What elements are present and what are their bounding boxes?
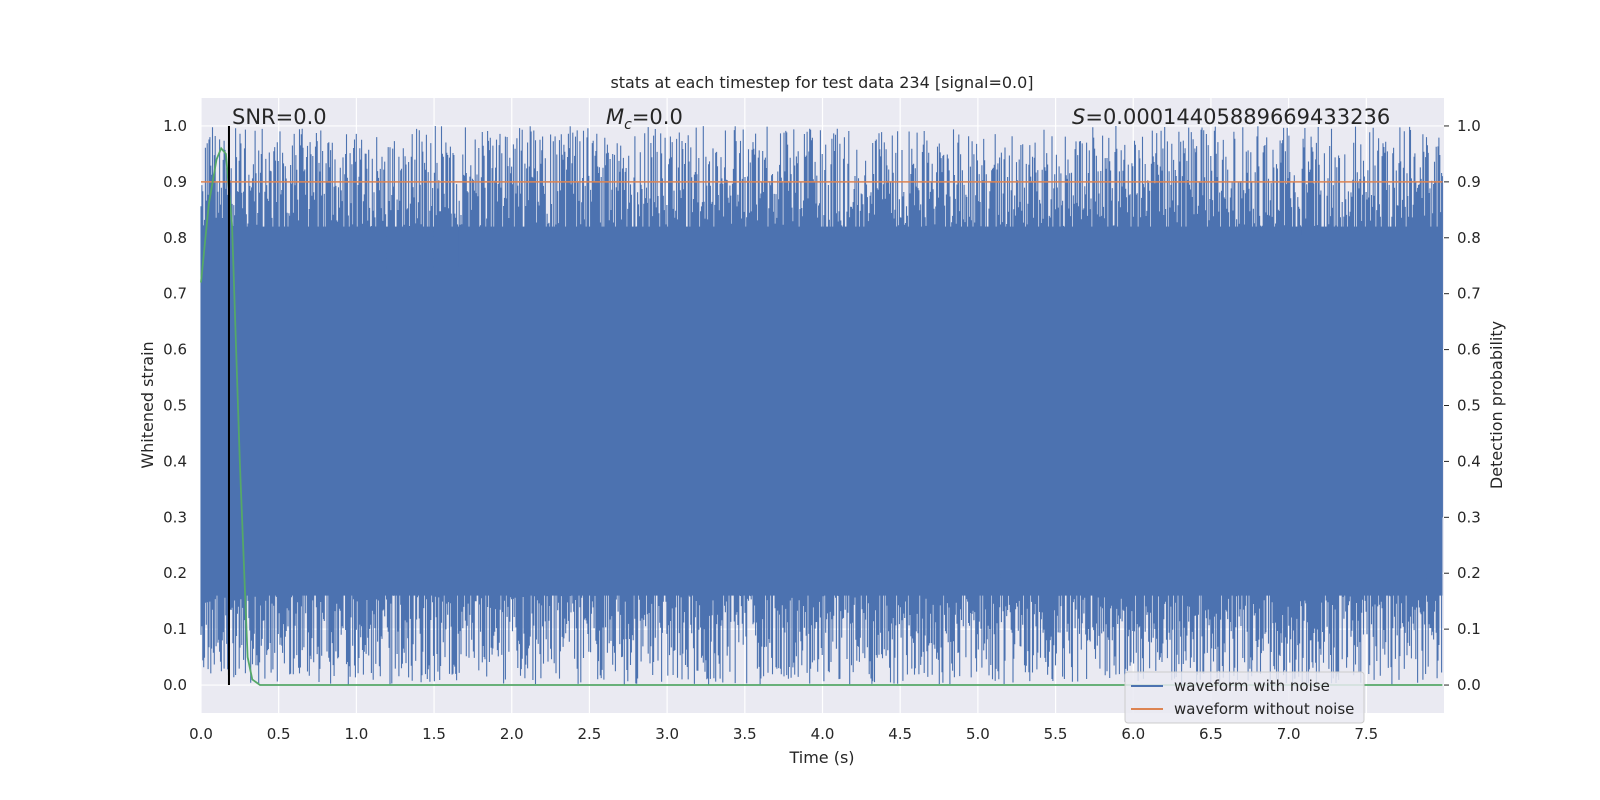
x-tick-label: 1.0 <box>344 725 368 743</box>
series-lines <box>200 125 1443 686</box>
x-tick-label: 4.0 <box>811 725 835 743</box>
x-tick-label: 0.0 <box>189 725 213 743</box>
y-tick-label-right: 0.7 <box>1457 285 1481 303</box>
x-tick-label: 5.0 <box>966 725 990 743</box>
x-tick-label: 4.5 <box>888 725 912 743</box>
y-tick-label-left: 0.1 <box>163 620 187 638</box>
y-tick-label-right: 0.4 <box>1457 452 1481 470</box>
y-tick-labels: 0.0 0.0 0.1 0.1 0.2 0.2 0.3 0.3 0.4 0.4 0.5 0.5 0.6 0… <box>163 117 1481 694</box>
y-tick-label-left: 1.0 <box>163 117 187 135</box>
x-tick-label: 0.5 <box>267 725 291 743</box>
annotation-snr: SNR=0.0 <box>232 105 327 129</box>
x-tick-labels: 0.0 0.5 1.0 1.5 2.0 2.5 3.0 3.5 4.0 4.5 5.0 5.5 6.0 6… <box>189 725 1378 743</box>
x-tick-label: 3.5 <box>733 725 757 743</box>
annotation-chirp-mass: Mc=0.0 <box>606 105 683 133</box>
y-tick-label-left: 0.6 <box>163 341 187 359</box>
x-tick-label: 3.0 <box>655 725 679 743</box>
y-tick-label-left: 0.3 <box>163 508 187 526</box>
legend: waveform with noise waveform without noi… <box>1124 671 1365 724</box>
x-tick-label: 6.5 <box>1199 725 1223 743</box>
mc-symbol: M <box>606 105 624 129</box>
y-tick-label-right: 0.8 <box>1457 229 1481 247</box>
mc-subscript: c <box>624 117 632 133</box>
y-tick-label-right: 1.0 <box>1457 117 1481 135</box>
mc-value: =0.0 <box>632 105 683 129</box>
y-tick-label-right: 0.9 <box>1457 173 1481 191</box>
legend-box <box>1124 671 1365 724</box>
x-tick-label: 5.5 <box>1044 725 1068 743</box>
y-axis-label-left: Whitened strain <box>138 341 157 468</box>
y-tick-label-right: 0.6 <box>1457 341 1481 359</box>
x-tick-label: 7.0 <box>1277 725 1301 743</box>
y-tick-label-right: 0.5 <box>1457 397 1481 415</box>
x-tick-label: 2.5 <box>578 725 602 743</box>
x-tick-label: 1.5 <box>422 725 446 743</box>
y-tick-label-right: 0.3 <box>1457 508 1481 526</box>
s-symbol: S <box>1072 105 1085 129</box>
y-tick-label-left: 0.8 <box>163 229 187 247</box>
noise-trace <box>200 126 1443 685</box>
y-tick-label-left: 0.2 <box>163 564 187 582</box>
y-tick-label-left: 0.7 <box>163 285 187 303</box>
y-tick-label-right: 0.0 <box>1457 676 1481 694</box>
y-axis-label-right: Detection probability <box>1487 321 1506 489</box>
s-value: =0.00014405889669433236 <box>1085 105 1390 129</box>
x-tick-label: 2.0 <box>500 725 524 743</box>
y-tick-label-left: 0.4 <box>163 452 187 470</box>
x-tick-label: 7.5 <box>1354 725 1378 743</box>
series-waveform-with-noise <box>200 126 1443 685</box>
annotation-s: S=0.00014405889669433236 <box>1072 105 1390 129</box>
x-axis-label: Time (s) <box>788 748 854 767</box>
y-tick-label-left: 0.0 <box>163 676 187 694</box>
y-tick-label-left: 0.9 <box>163 173 187 191</box>
chart-title: stats at each timestep for test data 234… <box>610 73 1033 92</box>
y-tick-label-left: 0.5 <box>163 397 187 415</box>
y-tick-label-right: 0.1 <box>1457 620 1481 638</box>
legend-label-clean: waveform without noise <box>1174 700 1354 718</box>
y-tick-label-right: 0.2 <box>1457 564 1481 582</box>
x-tick-label: 6.0 <box>1121 725 1145 743</box>
series-detection-probability <box>200 146 1443 686</box>
legend-label-noise: waveform with noise <box>1174 677 1330 695</box>
